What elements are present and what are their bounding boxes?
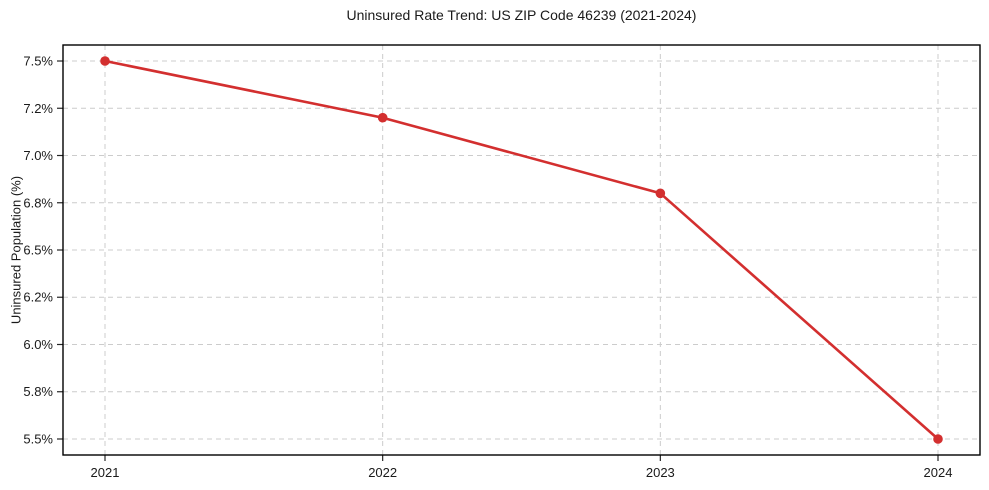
y-tick-label: 7.5% [23, 54, 53, 69]
y-tick-label: 5.8% [23, 384, 53, 399]
y-tick-label: 5.5% [23, 431, 53, 446]
y-tick-label: 7.0% [23, 148, 53, 163]
y-tick-label: 6.5% [23, 243, 53, 258]
trend-line [103, 59, 940, 441]
y-tick-label: 7.2% [23, 101, 53, 116]
data-point [933, 434, 943, 444]
data-point [655, 188, 666, 199]
x-tick-label: 2021 [91, 465, 120, 480]
y-tick-label: 6.8% [23, 195, 53, 210]
x-tick-label: 2023 [646, 465, 675, 480]
y-tick-label: 6.2% [23, 290, 53, 305]
x-tick-label: 2022 [368, 465, 397, 480]
chart-title: Uninsured Rate Trend: US ZIP Code 46239 … [346, 7, 697, 23]
x-tick-label: 2024 [924, 465, 953, 480]
data-point [100, 56, 110, 66]
plot-border [62, 44, 981, 456]
y-tick-label: 6.0% [23, 337, 53, 352]
data-point [377, 112, 388, 123]
